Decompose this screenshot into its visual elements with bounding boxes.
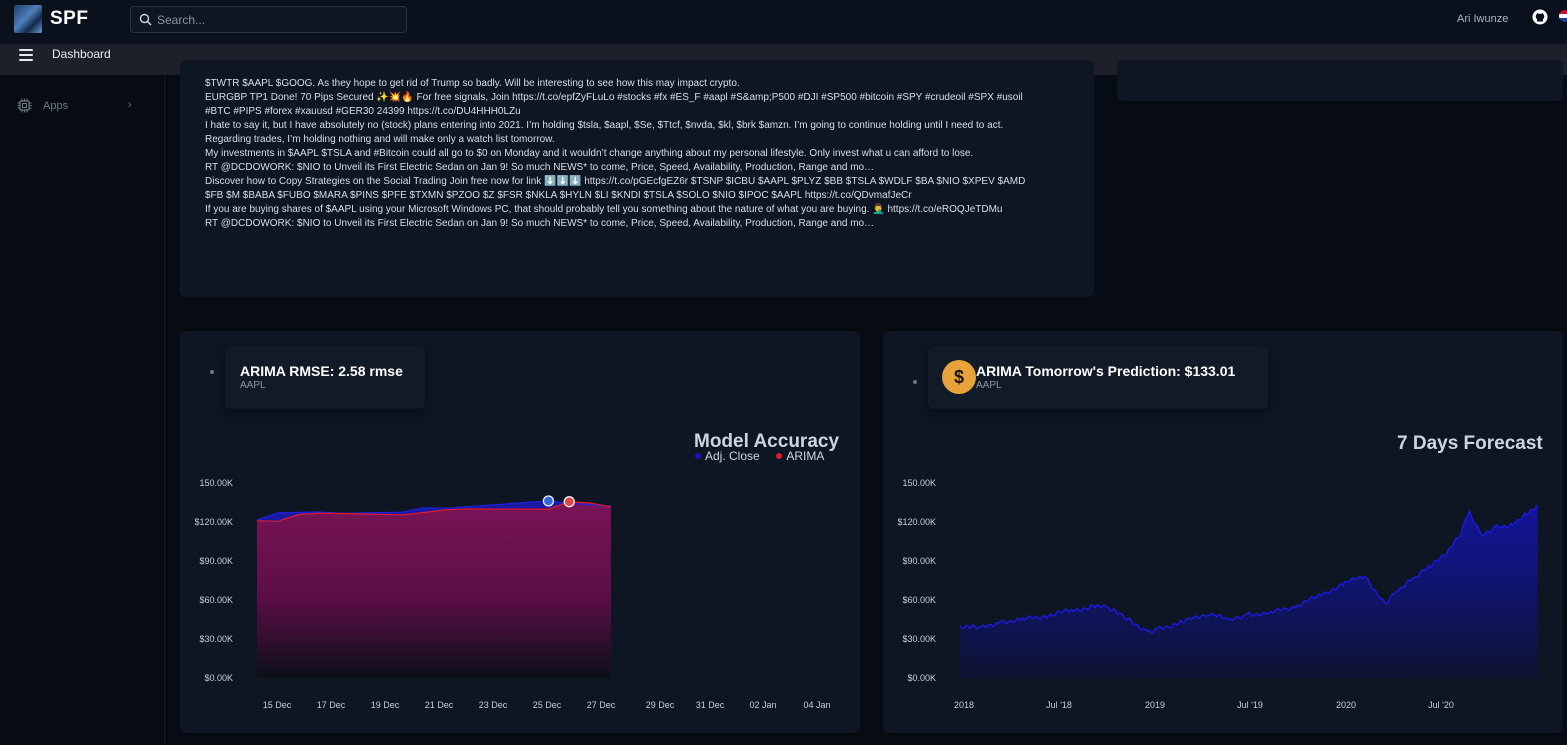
model-accuracy-chart: $0.00K $30.00K $60.00K $90.00K $120.00K 150.0… bbox=[194, 478, 830, 710]
bullet-marker bbox=[210, 370, 214, 374]
y-tick-label: $0.00K bbox=[204, 673, 233, 683]
brand-name[interactable]: SPF bbox=[50, 8, 89, 29]
search-icon bbox=[139, 13, 152, 26]
x-tick-label: Jul '20 bbox=[1428, 700, 1454, 710]
list-item: RT @DCDOWORK: $NIO to Unveil its First E… bbox=[205, 162, 875, 173]
x-tick-label: 17 Dec bbox=[317, 700, 346, 710]
sidebar bbox=[0, 75, 165, 745]
chart-title: 7 Days Forecast bbox=[1397, 433, 1543, 454]
menu-icon[interactable] bbox=[19, 49, 33, 61]
x-tick-label: 19 Dec bbox=[371, 700, 400, 710]
chevron-right-icon: › bbox=[128, 99, 132, 111]
y-tick-label: $30.00K bbox=[902, 634, 936, 644]
list-item: I hate to say it, but I have absolutely … bbox=[205, 120, 1004, 145]
chart-legend: Adj. Close ARIMA bbox=[695, 449, 824, 463]
search-input[interactable] bbox=[157, 10, 397, 29]
github-icon[interactable] bbox=[1532, 9, 1548, 25]
list-item: My investments in $AAPL $TSLA and #Bitco… bbox=[205, 148, 974, 159]
x-tick-label: Jul '18 bbox=[1046, 700, 1072, 710]
bullet-marker bbox=[913, 380, 917, 384]
y-tick-label: 150.00K bbox=[902, 478, 936, 488]
y-tick-label: $120.00K bbox=[194, 517, 233, 527]
legend-item-adj-close[interactable]: Adj. Close bbox=[695, 449, 760, 463]
app-logo[interactable] bbox=[14, 5, 42, 33]
x-tick-label: 31 Dec bbox=[696, 700, 725, 710]
rmse-subtitle: AAPL bbox=[240, 380, 266, 391]
y-tick-label: $60.00K bbox=[902, 595, 936, 605]
x-tick-label: 2019 bbox=[1145, 700, 1165, 710]
x-tick-label: 29 Dec bbox=[646, 700, 675, 710]
list-item: Discover how to Copy Strategies on the S… bbox=[205, 176, 1026, 201]
forecast-chart: $0.00K $30.00K $60.00K $90.00K $120.00K 150.0… bbox=[897, 478, 1539, 710]
rmse-stat-card bbox=[225, 347, 425, 409]
data-point-marker bbox=[563, 496, 575, 508]
x-tick-label: 04 Jan bbox=[803, 700, 830, 710]
tweets-card bbox=[180, 60, 1094, 297]
user-name[interactable]: Ari Iwunze bbox=[1457, 13, 1509, 25]
chip-icon bbox=[17, 98, 32, 113]
x-tick-label: 2018 bbox=[954, 700, 974, 710]
x-tick-label: Jul '19 bbox=[1237, 700, 1263, 710]
legend-item-arima[interactable]: ARIMA bbox=[776, 449, 824, 463]
y-tick-label: $60.00K bbox=[199, 595, 233, 605]
y-tick-label: $120.00K bbox=[897, 517, 936, 527]
y-tick-label: $30.00K bbox=[199, 634, 233, 644]
x-tick-label: 15 Dec bbox=[263, 700, 292, 710]
dollar-icon: $ bbox=[942, 360, 976, 394]
x-tick-label: 02 Jan bbox=[749, 700, 776, 710]
language-flag-icon[interactable] bbox=[1559, 10, 1567, 22]
chart-title: Model Accuracy bbox=[694, 431, 840, 452]
list-item: EURGBP TP1 Done! 70 Pips Secured ✨💥🔥 For… bbox=[205, 92, 1023, 117]
prediction-stat-card bbox=[928, 347, 1268, 409]
y-tick-label: $90.00K bbox=[199, 556, 233, 566]
x-tick-label: 2020 bbox=[1336, 700, 1356, 710]
search-box[interactable] bbox=[130, 6, 407, 33]
series-area-forecast bbox=[960, 505, 1538, 678]
list-item: $TWTR $AAPL $GOOG. As they hope to get r… bbox=[205, 78, 740, 89]
y-tick-label: 150.00K bbox=[199, 478, 233, 488]
data-point-marker bbox=[542, 495, 555, 507]
list-item: RT @DCDOWORK: $NIO to Unveil its First E… bbox=[205, 218, 875, 229]
breadcrumb: Dashboard bbox=[52, 47, 111, 61]
list-item: If you are buying shares of $AAPL using … bbox=[205, 204, 1003, 215]
x-tick-label: 23 Dec bbox=[479, 700, 508, 710]
x-tick-label: 27 Dec bbox=[587, 700, 616, 710]
prediction-title: ARIMA Tomorrow's Prediction: $133.01 bbox=[976, 363, 1236, 379]
rmse-title: ARIMA RMSE: 2.58 rmse bbox=[240, 363, 403, 379]
x-tick-label: 25 Dec bbox=[533, 700, 562, 710]
sidebar-item-apps[interactable]: Apps › bbox=[17, 97, 139, 117]
tweet-list: $TWTR $AAPL $GOOG. As they hope to get r… bbox=[205, 77, 1045, 231]
side-card bbox=[1117, 60, 1563, 101]
y-tick-label: $0.00K bbox=[907, 673, 936, 683]
x-tick-label: 21 Dec bbox=[425, 700, 454, 710]
sidebar-item-label: Apps bbox=[43, 100, 69, 112]
y-tick-label: $90.00K bbox=[902, 556, 936, 566]
series-line-forecast bbox=[959, 504, 1539, 634]
prediction-subtitle: AAPL bbox=[976, 380, 1002, 391]
series-area-arima bbox=[257, 501, 611, 678]
